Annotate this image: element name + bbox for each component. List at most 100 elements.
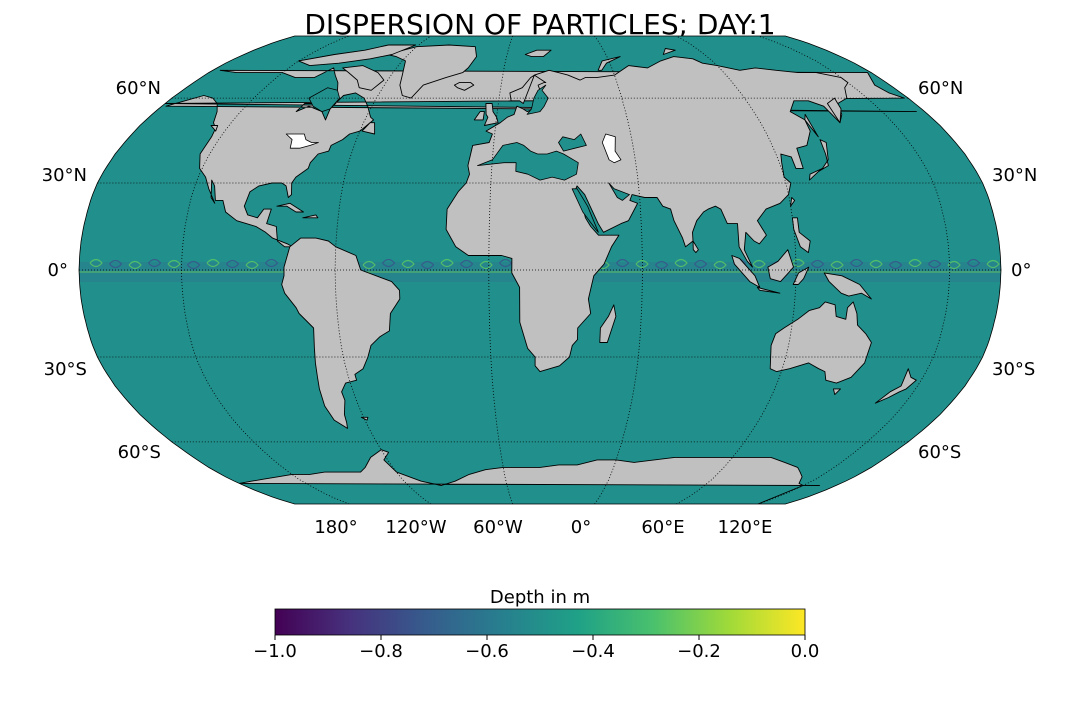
equatorial-eddy — [713, 260, 727, 270]
equatorial-eddy — [206, 258, 220, 268]
vancouver-land — [210, 125, 219, 132]
lon-label-0: 0° — [571, 517, 591, 538]
persian-gulf — [608, 182, 630, 201]
colorbar-ticks: −1.0 −0.8 −0.6 −0.4 −0.2 0.0 — [253, 635, 819, 662]
greenland-land — [386, 44, 477, 99]
colorbar: Depth in m −1.0 −0.8 −0.6 −0.4 −0.2 0.0 — [253, 587, 819, 662]
lat-label-right-60s: 60°S — [918, 442, 961, 463]
land-masses — [164, 44, 917, 504]
equatorial-eddy — [148, 258, 162, 268]
antarctica-land — [238, 449, 820, 504]
equatorial-eddy — [265, 258, 279, 268]
equatorial-eddy — [479, 260, 493, 270]
philippines-land — [791, 217, 811, 254]
graticule-lines — [79, 36, 1001, 504]
canadian-archipelago-land — [298, 44, 417, 67]
lon-label-60e: 60°E — [641, 517, 684, 538]
hudson-bay — [308, 87, 340, 112]
equatorial-eddy — [226, 259, 240, 269]
java-land — [756, 286, 781, 294]
australia-land — [769, 301, 872, 384]
madagascar-land — [599, 304, 617, 343]
lat-label-right-30n: 30°N — [992, 165, 1037, 186]
equatorial-eddy — [460, 259, 474, 269]
north-america-land — [164, 67, 917, 248]
tasmania-land — [832, 388, 841, 396]
equatorial-eddy — [167, 259, 181, 269]
lon-label-120e: 120°E — [718, 517, 773, 538]
japan-land — [809, 139, 829, 181]
equatorial-eddy — [869, 259, 883, 269]
equatorial-eddy — [967, 258, 981, 268]
caspian-sea — [601, 133, 622, 164]
lat-label-left-60s: 60°S — [118, 442, 161, 463]
equatorial-eddy — [908, 258, 922, 268]
colorbar-tick-label: −1.0 — [253, 641, 297, 662]
new-guinea-land — [823, 272, 872, 300]
meridian-line — [334, 36, 432, 504]
world-map — [78, 35, 1002, 505]
falklands-land — [360, 416, 369, 421]
newfoundland-land — [361, 122, 376, 135]
equatorial-eddy — [830, 260, 844, 270]
equatorial-eddy — [635, 259, 649, 269]
south-america-land — [281, 237, 401, 429]
lat-label-left-30s: 30°S — [44, 359, 87, 380]
equatorial-eddy — [694, 259, 708, 269]
sakhalin-land — [804, 113, 819, 138]
equatorial-eddy — [382, 258, 396, 268]
lat-label-left-30n: 30°N — [42, 165, 87, 186]
lat-label-right-0: 0° — [1011, 260, 1031, 281]
equatorial-eddy — [928, 259, 942, 269]
equatorial-eddy — [401, 259, 415, 269]
map-outline — [78, 35, 1002, 505]
lat-label-left-60n: 60°N — [116, 78, 161, 99]
britain-land — [483, 103, 499, 126]
colorbar-tick-label: −0.6 — [465, 641, 509, 662]
equatorial-eddy — [440, 258, 454, 268]
black-sea — [558, 133, 587, 152]
equatorial-eddy — [889, 260, 903, 270]
colorbar-tick-label: −0.2 — [677, 641, 721, 662]
meridian-line — [757, 36, 951, 504]
colorbar-label: Depth in m — [490, 587, 590, 608]
equatorial-eddy — [362, 260, 376, 270]
equatorial-eddy — [752, 259, 766, 269]
meridian-line — [676, 36, 797, 504]
baltic-sea — [526, 84, 549, 115]
lon-label-120w: 120°W — [385, 517, 446, 538]
sumatra-land — [731, 255, 761, 288]
equatorial-eddy — [947, 260, 961, 270]
equatorial-eddy — [187, 260, 201, 270]
equatorial-eddy — [616, 258, 630, 268]
map-title: DISPERSION OF PARTICLES; DAY:1 — [304, 8, 775, 41]
cuba-land — [276, 202, 304, 213]
novaya-zemlya-land — [597, 56, 621, 71]
sri-lanka-land — [692, 240, 699, 254]
red-sea — [571, 188, 599, 233]
meridian-line — [180, 36, 350, 504]
taiwan-land — [790, 197, 796, 207]
kamchatka-land — [826, 97, 842, 124]
hispaniola-land — [302, 214, 319, 219]
equatorial-eddy — [89, 258, 103, 268]
svalbard-land — [524, 49, 552, 58]
severnaya-land — [662, 48, 676, 55]
colorbar-tick-label: −0.8 — [359, 641, 403, 662]
latitude-labels-left: 60°N 30°N 0° 30°S 60°S — [42, 78, 161, 463]
latitude-labels-right: 60°N 30°N 0° 30°S 60°S — [918, 78, 1037, 463]
equatorial-eddy — [811, 259, 825, 269]
baffin-land — [342, 65, 385, 91]
iceland-land — [453, 82, 475, 91]
sulawesi-land — [792, 266, 810, 285]
lon-label-60w: 60°W — [473, 517, 523, 538]
colorbar-gradient — [274, 608, 806, 636]
ireland-land — [473, 111, 485, 121]
meridian-line — [488, 36, 514, 504]
colorbar-tick-label: 0.0 — [791, 641, 820, 662]
equatorial-eddy — [245, 260, 259, 270]
lakes — [285, 84, 630, 233]
lat-label-right-30s: 30°S — [992, 359, 1035, 380]
great-lakes — [285, 133, 319, 149]
lon-label-180: 180° — [314, 517, 357, 538]
